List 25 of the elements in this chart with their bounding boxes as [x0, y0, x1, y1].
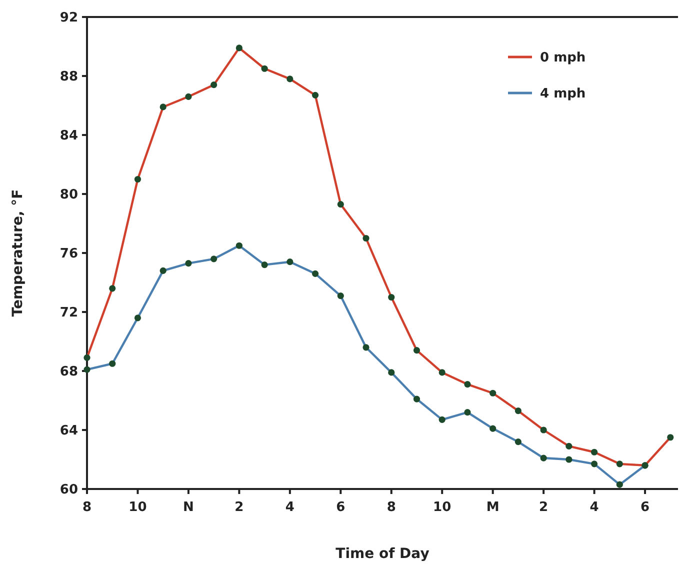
x-tick-label: 10: [433, 500, 452, 515]
x-tick-label: N: [183, 500, 194, 515]
y-tick-label: 84: [60, 128, 78, 144]
legend-label: 0 mph: [540, 50, 586, 66]
y-axis-title: Temperature, °F: [10, 189, 26, 317]
y-tick-label: 64: [60, 424, 78, 439]
y-tick-label: 92: [60, 10, 78, 26]
y-tick-label: 68: [60, 364, 78, 380]
x-tick-label: 10: [128, 500, 147, 515]
x-tick-label: 4: [285, 500, 294, 515]
x-tick-label: M: [486, 500, 500, 515]
y-tick-label: 88: [60, 70, 78, 85]
y-tick-label: 72: [60, 306, 78, 321]
x-tick-label: 4: [590, 500, 599, 515]
x-tick-label: 6: [640, 500, 650, 515]
x-tick-label: 8: [82, 500, 92, 515]
x-tick-label: 8: [386, 500, 396, 515]
y-tick-label: 80: [60, 188, 78, 203]
x-tick-label: 2: [234, 500, 244, 515]
y-tick-label: 60: [60, 482, 78, 498]
x-tick-label: 2: [539, 500, 548, 515]
legend-label: 4 mph: [540, 86, 586, 102]
y-tick-label: 76: [60, 246, 78, 262]
x-axis-title: Time of Day: [336, 546, 430, 562]
x-tick-label: 6: [336, 500, 346, 515]
